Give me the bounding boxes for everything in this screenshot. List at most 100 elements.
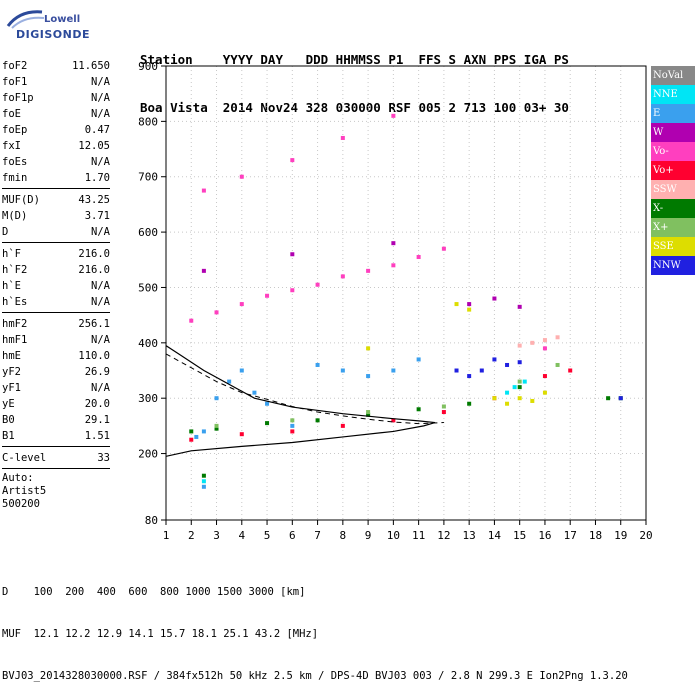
data-point-e (265, 401, 270, 406)
param-row: foEs N/A (2, 154, 110, 170)
data-point-x- (189, 429, 194, 434)
param-row: foE N/A (2, 106, 110, 122)
y-tick-label: 400 (138, 337, 158, 350)
y-tick-label: 600 (138, 226, 158, 239)
param-row: hmF2 256.1 (2, 316, 110, 332)
data-point-w (201, 268, 206, 273)
data-point-vo- (542, 346, 547, 351)
data-point-w (467, 302, 472, 307)
logo-digisonde-text: DIGISONDE (16, 28, 90, 41)
legend-item-vo-: Vo+ (651, 161, 695, 180)
param-name: fxI (2, 140, 21, 152)
data-point-nnw (517, 360, 522, 365)
data-point-vo- (441, 246, 446, 251)
data-point-e (290, 423, 295, 428)
param-value: N/A (91, 156, 110, 168)
param-name: yF2 (2, 366, 21, 378)
x-tick-label: 6 (289, 529, 296, 542)
x-tick-label: 5 (264, 529, 271, 542)
param-value: N/A (91, 334, 110, 346)
x-tick-label: 14 (488, 529, 502, 542)
data-point-vo- (201, 188, 206, 193)
legend-item-w: W (651, 123, 695, 142)
legend: NoVal NNE E W Vo- Vo+ SSW X- X+ SSE NNW (651, 66, 695, 275)
data-point-nnw (479, 368, 484, 373)
data-point-vo- (290, 429, 295, 434)
legend-item-nne: NNE (651, 85, 695, 104)
x-tick-label: 9 (365, 529, 372, 542)
param-row: B1 1.51 (2, 428, 110, 444)
param-value: 1.51 (84, 430, 110, 442)
data-point-vo- (189, 437, 194, 442)
param-name: C-level (2, 452, 47, 464)
data-point-e (252, 390, 257, 395)
data-point-w (391, 241, 396, 246)
param-row: hmF1 N/A (2, 332, 110, 348)
param-value: N/A (91, 226, 110, 238)
param-row: yF2 26.9 (2, 364, 110, 380)
data-point-nnw (467, 374, 472, 379)
x-tick-label: 1 (163, 529, 170, 542)
param-divider (2, 188, 110, 189)
y-tick-label: 700 (138, 171, 158, 184)
data-point-vo- (239, 432, 244, 437)
autoscaling-info: 500200 (2, 498, 40, 510)
param-row: hmE 110.0 (2, 348, 110, 364)
param-divider (2, 446, 110, 447)
y-tick-label: 300 (138, 392, 158, 405)
data-point-x- (214, 423, 219, 428)
data-point-nne (522, 379, 527, 384)
param-name: M(D) (2, 210, 28, 222)
param-name: yE (2, 398, 15, 410)
param-row: B0 29.1 (2, 412, 110, 428)
autoscaling-info: Auto: (2, 472, 34, 484)
data-point-ssw (530, 340, 535, 345)
data-point-sse (366, 346, 371, 351)
param-value: 256.1 (78, 318, 110, 330)
x-tick-label: 3 (213, 529, 220, 542)
param-value: 33 (97, 452, 110, 464)
y-tick-label: 800 (138, 115, 158, 128)
data-point-sse (454, 302, 459, 307)
param-row: yE 20.0 (2, 396, 110, 412)
data-point-vo- (542, 374, 547, 379)
x-tick-label: 7 (314, 529, 321, 542)
data-point-x- (290, 418, 295, 423)
y-tick-label: 200 (138, 448, 158, 461)
x-tick-label: 16 (538, 529, 551, 542)
param-name: hmF1 (2, 334, 28, 346)
param-name: B0 (2, 414, 15, 426)
x-tick-label: 12 (437, 529, 450, 542)
data-point-nnw (492, 357, 497, 362)
param-value: 20.0 (84, 398, 110, 410)
data-point-e (239, 368, 244, 373)
data-point-e (201, 429, 206, 434)
param-row: fmin 1.70 (2, 170, 110, 186)
param-name: foEs (2, 156, 28, 168)
param-name: foF1p (2, 92, 34, 104)
param-value: 216.0 (78, 248, 110, 260)
param-name: fmin (2, 172, 28, 184)
data-point-e (366, 374, 371, 379)
param-value: N/A (91, 76, 110, 88)
x-tick-label: 2 (188, 529, 195, 542)
param-value: 43.25 (78, 194, 110, 206)
data-point-vo- (441, 410, 446, 415)
data-point-vo- (340, 274, 345, 279)
param-name: h`Es (2, 296, 28, 308)
param-row: h`Es N/A (2, 294, 110, 310)
data-point-e (194, 434, 199, 439)
data-point-x- (606, 396, 611, 401)
data-point-vo- (265, 293, 270, 298)
data-point-x- (366, 410, 371, 415)
param-name: h`F (2, 248, 21, 260)
data-point-x- (366, 412, 371, 417)
param-row: MUF(D) 43.25 (2, 192, 110, 208)
data-point-sse (530, 398, 535, 403)
param-value: 11.650 (72, 60, 110, 72)
data-point-vo- (290, 158, 295, 163)
data-point-vo- (416, 255, 421, 260)
param-value: 29.1 (84, 414, 110, 426)
y-tick-label: 500 (138, 281, 158, 294)
param-value: 216.0 (78, 264, 110, 276)
